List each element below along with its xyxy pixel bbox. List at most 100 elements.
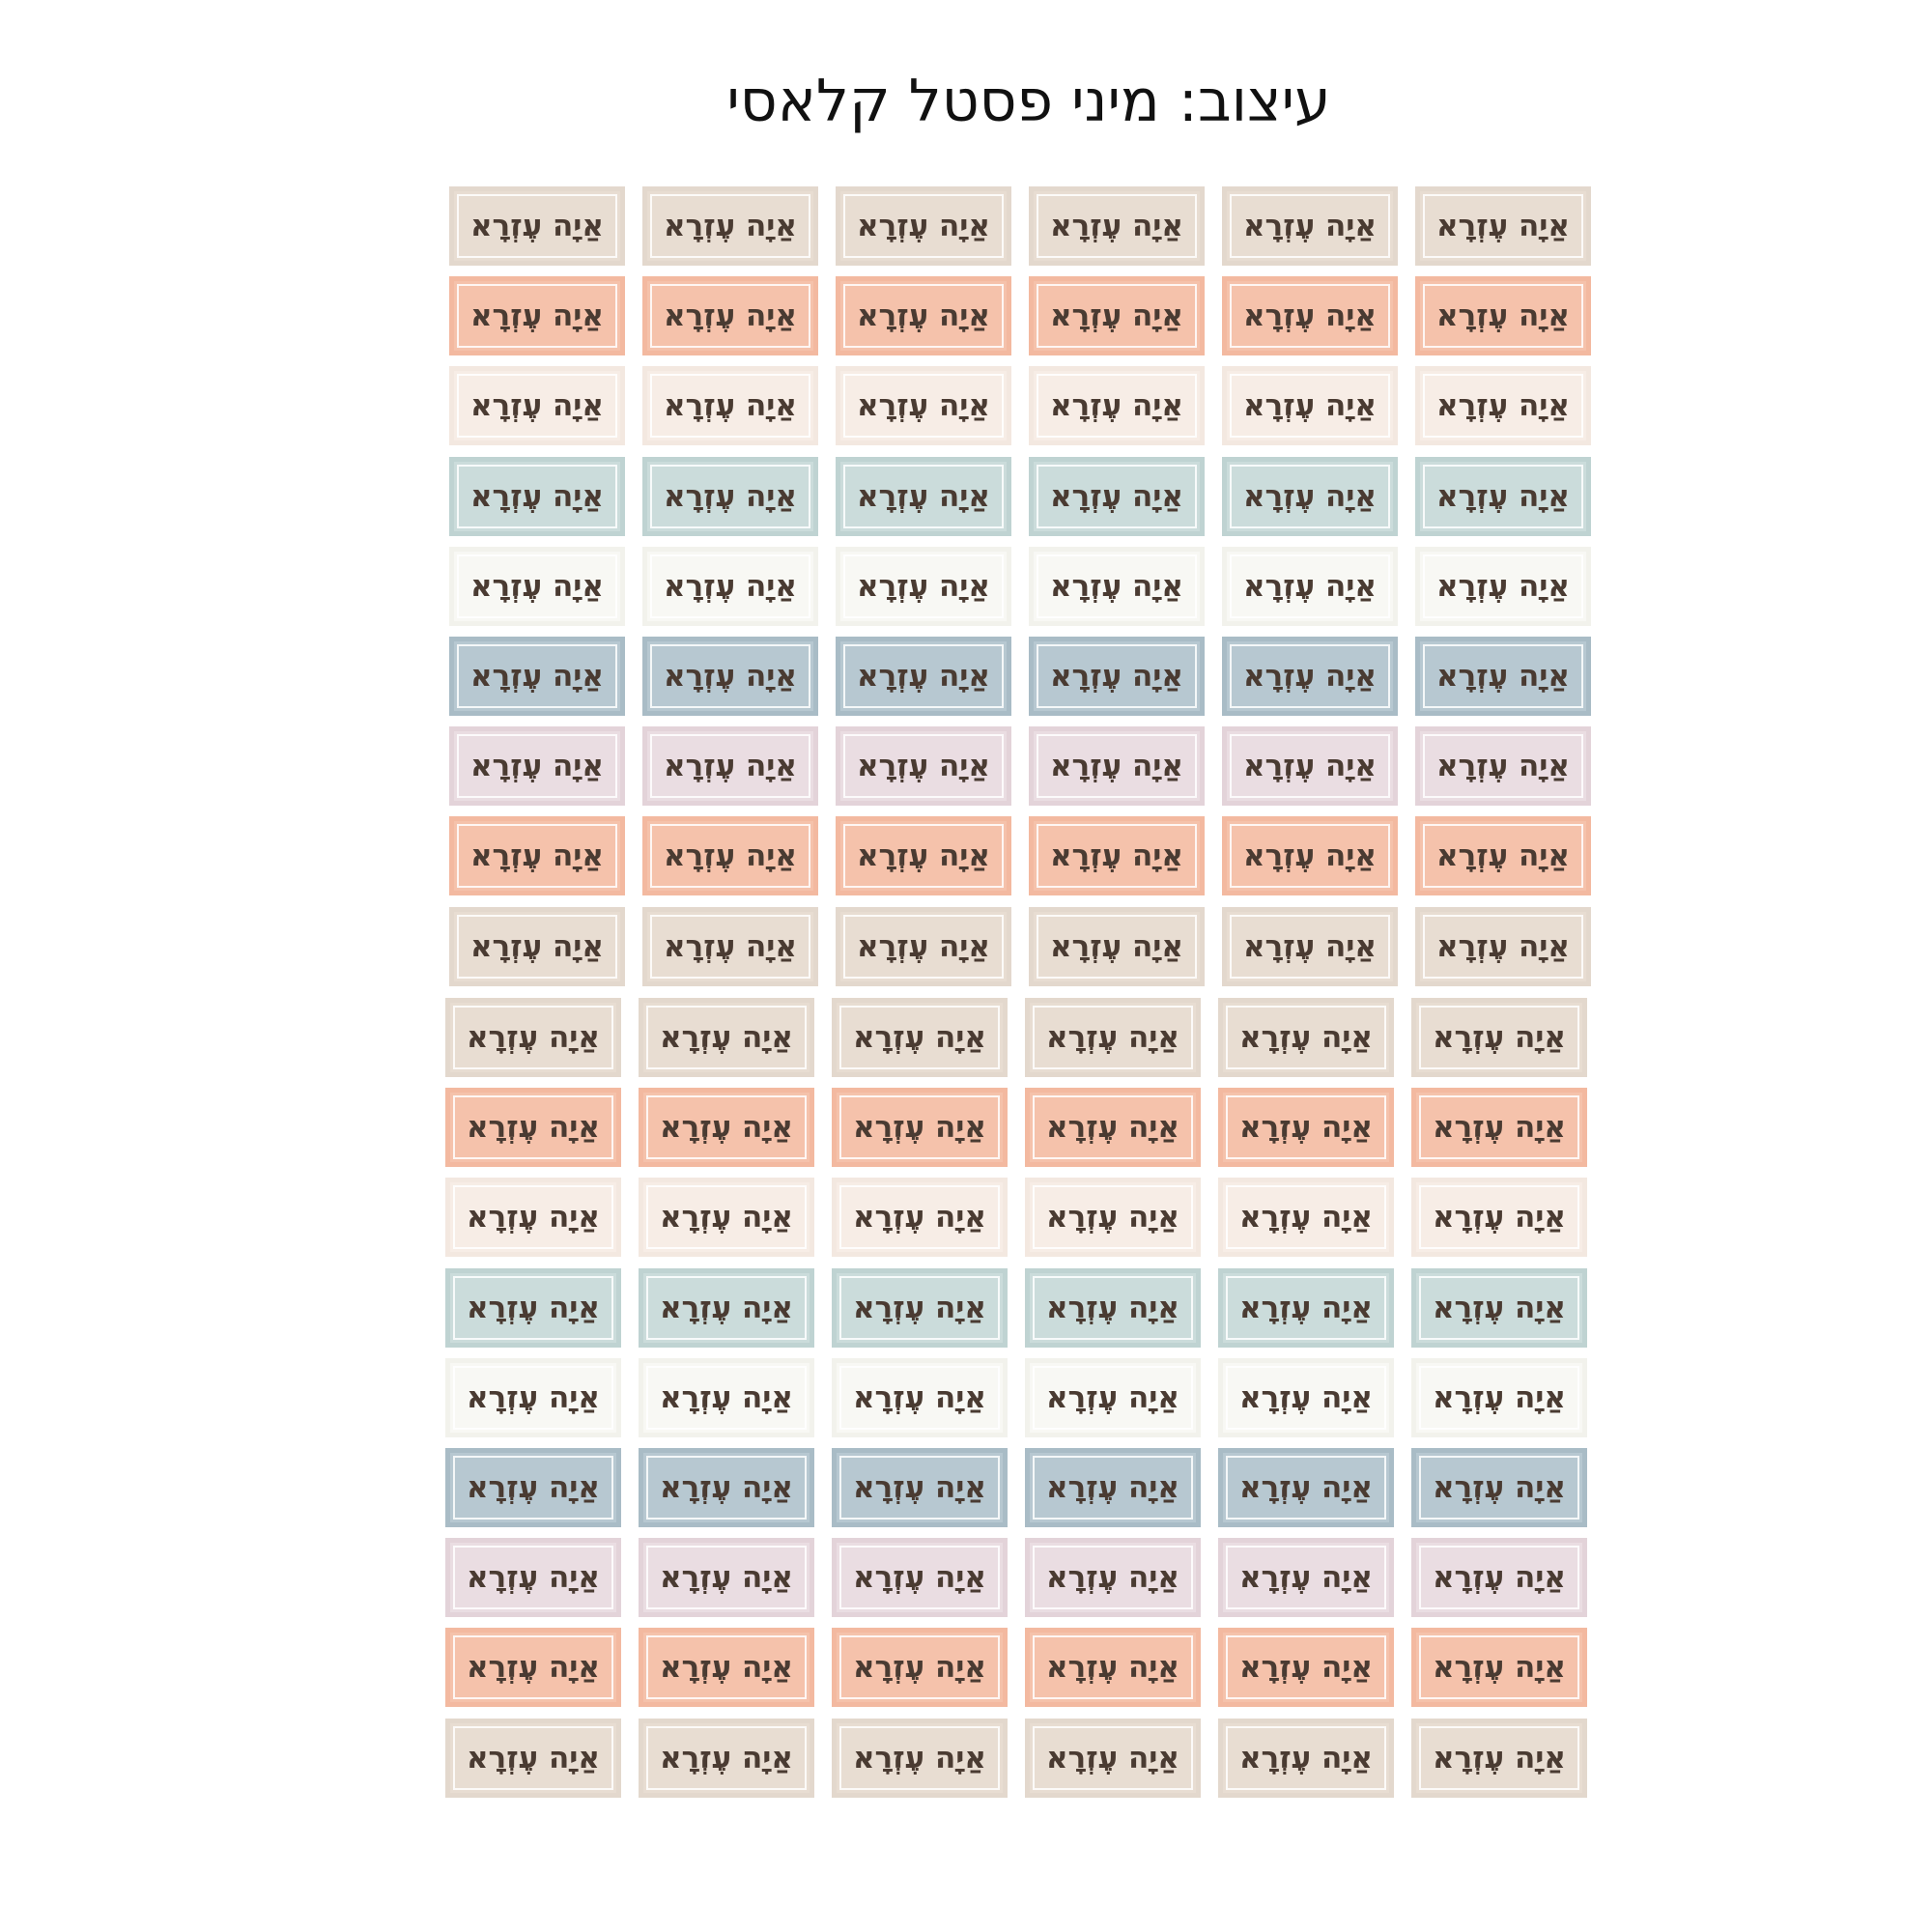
label-name-text: אַיָה עֶזְרָא (1045, 1110, 1180, 1145)
name-label-peach: אַיָה עֶזְרָא (639, 1088, 814, 1167)
label-name-text: אַיָה עֶזְרָא (469, 298, 605, 333)
name-label-lilac: אַיָה עֶזְרָא (1025, 1538, 1201, 1617)
name-label-lilac: אַיָה עֶזְרָא (832, 1538, 1008, 1617)
label-inner-frame (650, 824, 810, 888)
label-inner-frame (843, 554, 1004, 618)
label-name-text: אַיָה עֶזְרָא (1238, 1560, 1374, 1595)
name-label-blue-gray: אַיָה עֶזְרָא (1025, 1448, 1201, 1527)
label-name-text: אַיָה עֶזְרָא (1238, 1020, 1374, 1055)
label-inner-frame (843, 824, 1004, 888)
label-inner-frame (1037, 734, 1197, 798)
label-inner-frame (650, 284, 810, 348)
name-label-beige: אַיָה עֶזְרָא (1415, 907, 1591, 986)
name-label-beige: אַיָה עֶזְרָא (1029, 186, 1205, 266)
label-name-text: אַיָה עֶזְרָא (1432, 1560, 1567, 1595)
name-label-peach: אַיָה עֶזְרָא (1415, 816, 1591, 895)
label-name-text: אַיָה עֶזְרָא (466, 1741, 601, 1776)
label-inner-frame (457, 284, 617, 348)
name-label-peach: אַיָה עֶזְרָא (836, 276, 1011, 355)
label-name-text: אַיָה עֶזְרָא (856, 749, 991, 783)
label-name-text: אַיָה עֶזְרָא (1049, 569, 1184, 604)
label-inner-frame (843, 374, 1004, 438)
name-label-lilac: אַיָה עֶזְרָא (449, 726, 625, 806)
label-inner-frame (843, 194, 1004, 258)
name-label-cream: אַיָה עֶזְרָא (836, 366, 1011, 445)
label-inner-frame (1226, 1726, 1386, 1790)
label-inner-frame (453, 1366, 613, 1430)
label-name-text: אַיָה עֶזְרָא (1238, 1200, 1374, 1235)
label-name-text: אַיָה עֶזְרָא (1242, 569, 1378, 604)
label-name-text: אַיָה עֶזְרָא (663, 569, 798, 604)
label-inner-frame (1423, 915, 1583, 979)
name-label-off-white: אַיָה עֶזְרָא (449, 547, 625, 626)
label-name-text: אַיָה עֶזְרָא (663, 298, 798, 333)
name-label-cream: אַיָה עֶזְרָא (1218, 1178, 1394, 1257)
name-label-lilac: אַיָה עֶזְרָא (1222, 726, 1398, 806)
name-label-light-teal: אַיָה עֶזְרָא (1025, 1268, 1201, 1348)
label-name-text: אַיָה עֶזְרָא (466, 1380, 601, 1415)
name-label-off-white: אַיָה עֶזְרָא (1415, 547, 1591, 626)
name-label-beige: אַיָה עֶזְרָא (1222, 907, 1398, 986)
label-name-text: אַיָה עֶזְרָא (1435, 569, 1571, 604)
label-inner-frame (1419, 1006, 1579, 1069)
label-inner-frame (839, 1456, 1000, 1520)
label-inner-frame (650, 465, 810, 528)
label-inner-frame (457, 465, 617, 528)
label-name-text: אַיָה עֶזְרָא (1045, 1020, 1180, 1055)
name-label-peach: אַיָה עֶזְרָא (1025, 1088, 1201, 1167)
label-inner-frame (646, 1095, 807, 1159)
label-inner-frame (839, 1726, 1000, 1790)
label-name-text: אַיָה עֶזְרָא (1238, 1741, 1374, 1776)
label-name-text: אַיָה עֶזְרָא (1049, 659, 1184, 694)
name-label-beige: אַיָה עֶזְרָא (445, 1719, 621, 1798)
name-label-blue-gray: אַיָה עֶזְרָא (642, 637, 818, 716)
name-label-blue-gray: אַיָה עֶזְרָא (449, 637, 625, 716)
name-label-peach: אַיָה עֶזְרָא (639, 1628, 814, 1707)
label-name-text: אַיָה עֶזְרָא (466, 1560, 601, 1595)
label-name-text: אַיָה עֶזְרָא (852, 1200, 987, 1235)
name-label-light-teal: אַיָה עֶזְרָא (642, 457, 818, 536)
label-name-text: אַיָה עֶזְרָא (852, 1291, 987, 1325)
label-name-text: אַיָה עֶזְרָא (852, 1741, 987, 1776)
label-name-text: אַיָה עֶזְרָא (466, 1110, 601, 1145)
label-name-text: אַיָה עֶזְרָא (1045, 1741, 1180, 1776)
label-inner-frame (1033, 1095, 1193, 1159)
name-label-beige: אַיָה עֶזְרָא (445, 998, 621, 1077)
label-name-text: אַיָה עֶזְרָא (469, 749, 605, 783)
name-label-peach: אַיָה עֶזְרָא (449, 276, 625, 355)
label-inner-frame (839, 1366, 1000, 1430)
name-label-blue-gray: אַיָה עֶזְרָא (1222, 637, 1398, 716)
label-name-text: אַיָה עֶזְרָא (466, 1200, 601, 1235)
name-label-lilac: אַיָה עֶזְרָא (836, 726, 1011, 806)
label-inner-frame (1226, 1366, 1386, 1430)
name-label-beige: אַיָה עֶזְרָא (449, 186, 625, 266)
label-name-text: אַיָה עֶזְרָא (1435, 929, 1571, 964)
name-label-peach: אַיָה עֶזְרָא (832, 1628, 1008, 1707)
label-inner-frame (1033, 1635, 1193, 1699)
label-inner-frame (1037, 824, 1197, 888)
name-label-peach: אַיָה עֶזְרָא (1025, 1628, 1201, 1707)
label-name-text: אַיָה עֶזְרָא (1045, 1291, 1180, 1325)
label-inner-frame (1419, 1185, 1579, 1249)
name-label-beige: אַיָה עֶזְרָא (1029, 907, 1205, 986)
name-label-lilac: אַיָה עֶזְרָא (1029, 726, 1205, 806)
label-inner-frame (1230, 915, 1390, 979)
label-inner-frame (1037, 465, 1197, 528)
label-inner-frame (1230, 194, 1390, 258)
label-name-text: אַיָה עֶזְרָא (852, 1020, 987, 1055)
name-label-blue-gray: אַיָה עֶזְרָא (1415, 637, 1591, 716)
label-inner-frame (1037, 554, 1197, 618)
name-label-beige: אַיָה עֶזְרָא (1025, 998, 1201, 1077)
label-inner-frame (1423, 465, 1583, 528)
label-name-text: אַיָה עֶזְרָא (663, 749, 798, 783)
label-inner-frame (1419, 1635, 1579, 1699)
label-name-text: אַיָה עֶזְרָא (856, 209, 991, 243)
name-label-cream: אַיָה עֶזְרָא (1411, 1178, 1587, 1257)
label-inner-frame (457, 554, 617, 618)
label-name-text: אַיָה עֶזְרָא (663, 659, 798, 694)
name-label-light-teal: אַיָה עֶזְרָא (1029, 457, 1205, 536)
name-label-beige: אַיָה עֶזְרָא (1025, 1719, 1201, 1798)
label-name-text: אַיָה עֶזְרָא (659, 1650, 794, 1685)
label-inner-frame (1423, 554, 1583, 618)
label-inner-frame (1419, 1546, 1579, 1609)
